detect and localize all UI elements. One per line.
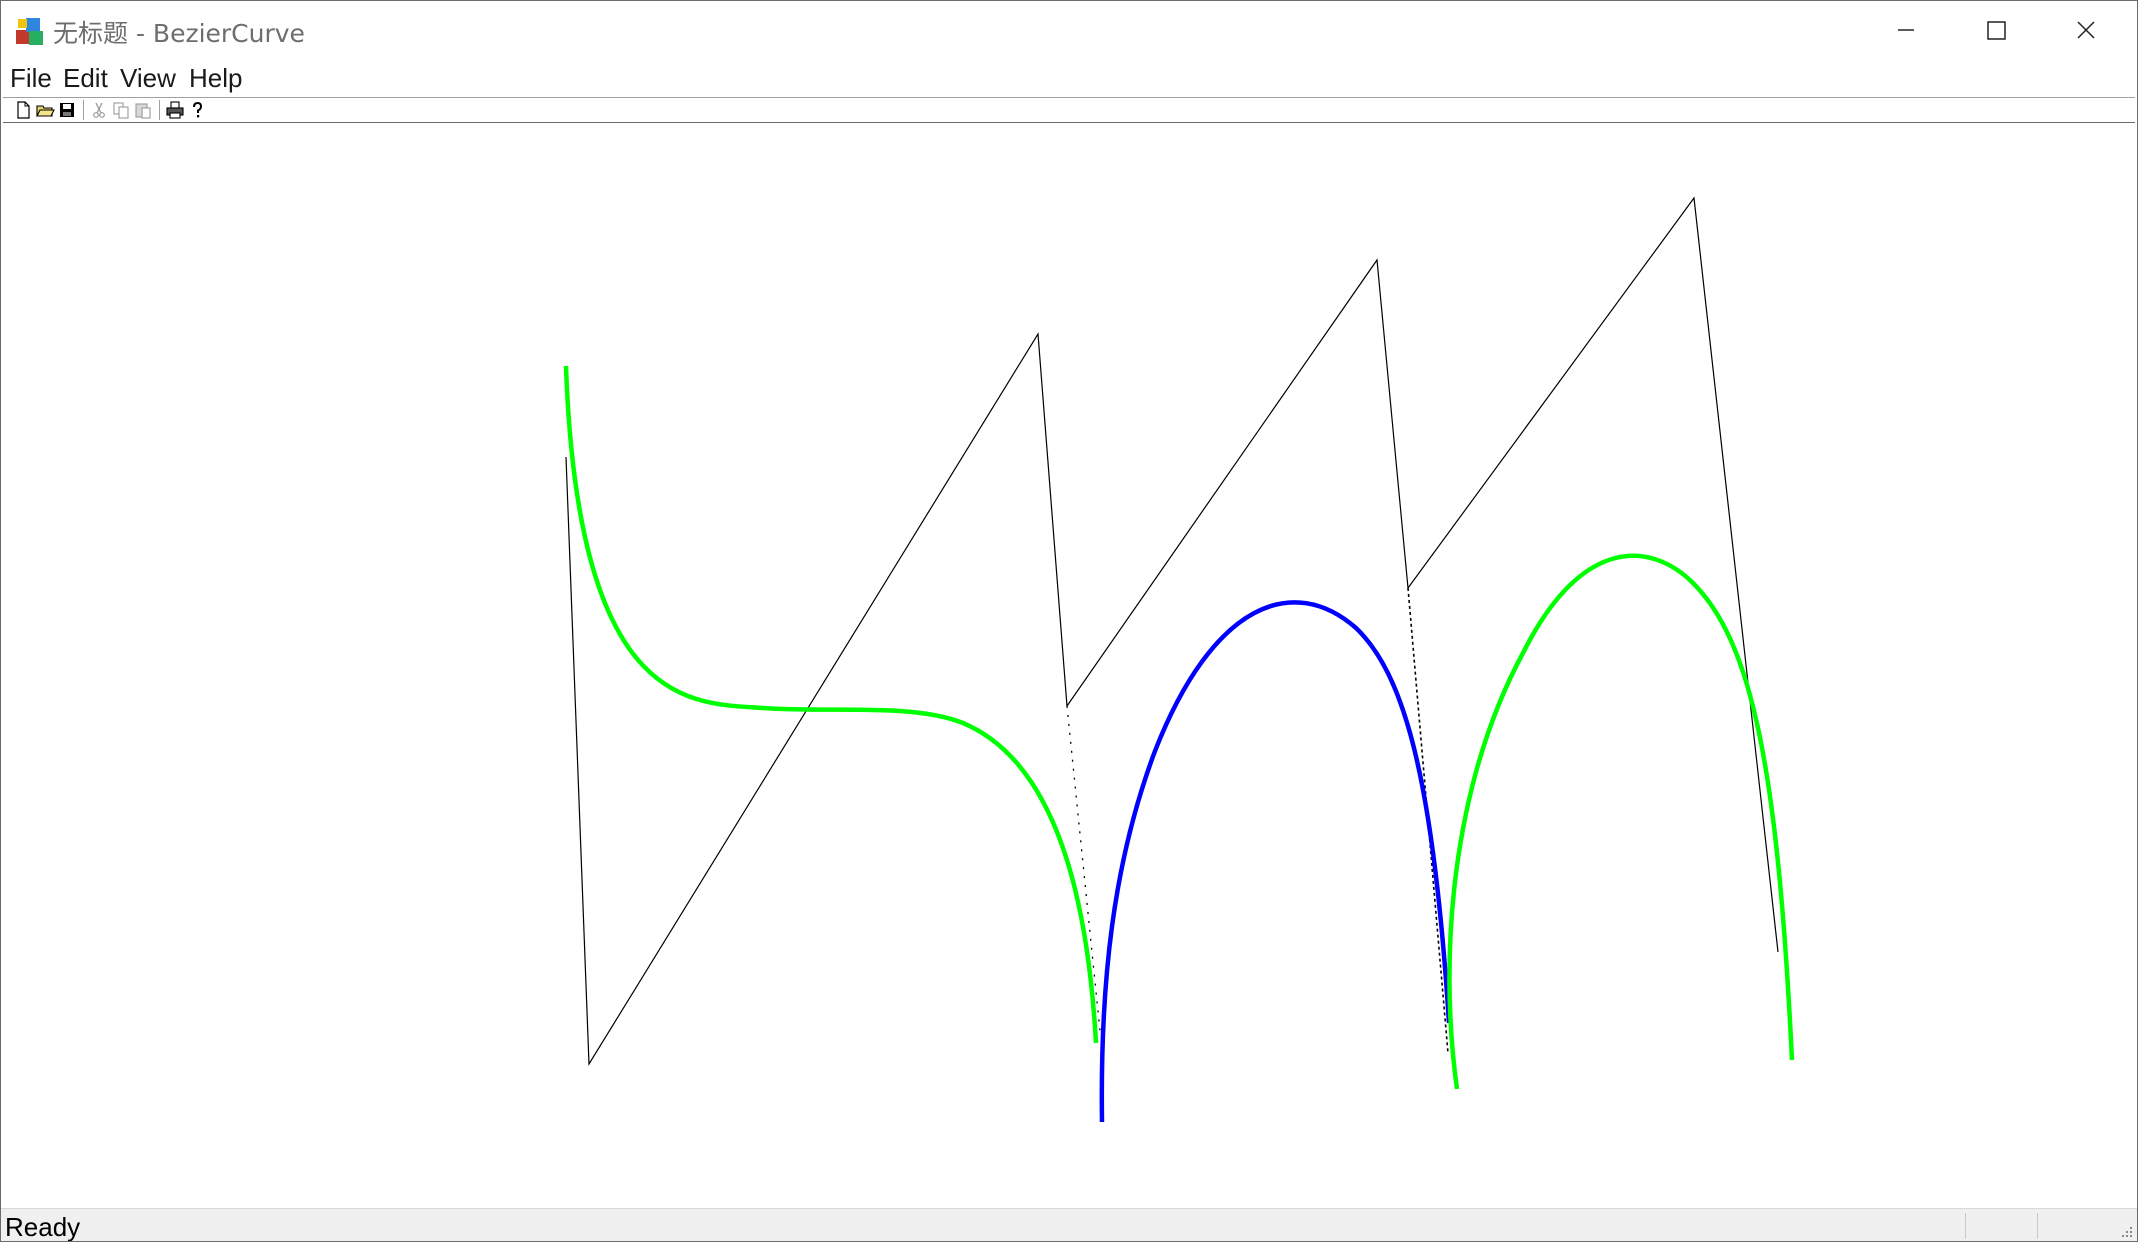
- open-folder-icon[interactable]: [35, 100, 55, 120]
- minimize-icon: [1898, 29, 1914, 31]
- toolbar: [3, 97, 2135, 123]
- menu-view[interactable]: View: [120, 63, 176, 93]
- maximize-button[interactable]: [1951, 1, 2041, 59]
- toolbar-separator: [83, 100, 84, 120]
- bezier-curve-segment: [1447, 553, 1795, 1090]
- close-button[interactable]: [2041, 1, 2131, 59]
- continuity-dotted-line: [1066, 705, 1101, 1032]
- status-bar: Ready: [1, 1208, 2137, 1242]
- control-polygon: [565, 196, 1779, 1066]
- status-text: Ready: [5, 1212, 81, 1242]
- status-pane: [2037, 1213, 2108, 1239]
- maximize-icon: [1987, 21, 2006, 40]
- resize-grip-icon[interactable]: [2115, 1220, 2135, 1240]
- bezier-drawing: [563, 196, 1795, 1123]
- menu-file[interactable]: File: [10, 63, 52, 93]
- close-icon: [2077, 21, 2095, 39]
- menu-help[interactable]: Help: [189, 63, 243, 93]
- cut-icon[interactable]: [89, 100, 109, 120]
- bezier-curve-segment: [563, 365, 1099, 1044]
- menu-bar: File Edit View Help: [1, 59, 2137, 97]
- print-icon[interactable]: [165, 100, 185, 120]
- window-title: 无标题 - BezierCurve: [53, 19, 305, 48]
- toolbar-separator: [159, 100, 160, 120]
- new-file-icon[interactable]: [13, 100, 33, 120]
- help-icon[interactable]: [187, 100, 207, 120]
- save-icon[interactable]: [57, 100, 77, 120]
- minimize-button[interactable]: [1861, 1, 1951, 59]
- app-icon: [16, 18, 43, 45]
- drawing-canvas[interactable]: [3, 123, 2135, 1207]
- title-bar[interactable]: 无标题 - BezierCurve: [1, 1, 2137, 59]
- status-pane: [1965, 1213, 2036, 1239]
- menu-edit[interactable]: Edit: [63, 63, 108, 93]
- paste-icon[interactable]: [133, 100, 153, 120]
- copy-icon[interactable]: [111, 100, 131, 120]
- bezier-curve-segment: [1099, 600, 1452, 1123]
